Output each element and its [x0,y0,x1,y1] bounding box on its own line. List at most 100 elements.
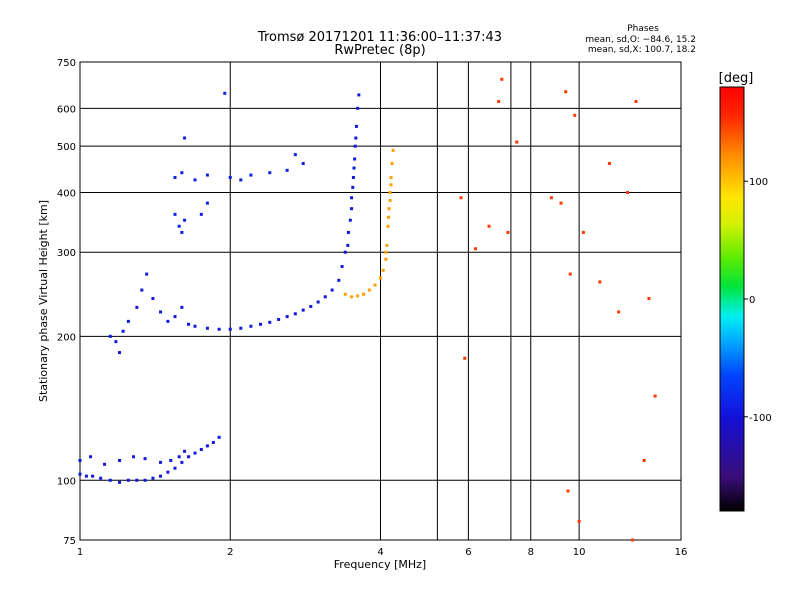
data-point [351,175,355,179]
data-point [500,77,504,81]
y-tick-label: 300 [57,248,76,259]
data-point [121,329,125,333]
data-point [309,304,313,308]
x-tick-label: 10 [573,547,586,558]
data-point [386,215,390,219]
data-point [108,334,112,338]
data-point [625,190,629,194]
data-point [126,478,130,482]
y-tick-label: 75 [63,536,76,547]
data-point [351,185,355,189]
y-tick-label: 100 [57,476,76,487]
data-point [173,212,177,216]
data-point [151,476,155,480]
data-point [573,113,577,117]
data-point [343,292,347,296]
data-point [350,295,354,299]
data-point [143,457,147,461]
data-point [301,308,305,312]
y-axis-label: Stationary phase Virtual Height [km] [37,200,50,402]
data-point [217,327,221,331]
data-point [559,201,563,205]
data-point [357,93,361,97]
data-point [205,173,209,177]
data-point [177,224,181,228]
x-tick-label: 4 [377,547,383,558]
data-point [78,458,82,462]
data-point [118,458,122,462]
data-point [140,288,144,292]
data-point [566,489,570,493]
data-point [249,173,253,177]
y-axis-ticks: 75 100 200 300 400 500 600 750 [57,58,76,547]
data-point [143,478,147,482]
data-point [91,474,95,478]
colorbar [719,86,745,512]
data-point [239,178,243,182]
data-point [385,243,389,247]
data-point [205,444,209,448]
chart-title: Tromsø 20171201 11:36:00–11:37:43 [257,30,502,45]
data-point [389,175,393,179]
data-point [193,451,197,455]
data-point [159,474,163,478]
data-point [193,324,197,328]
data-point [193,178,197,182]
y-tick-label: 750 [57,58,76,69]
data-point [373,283,377,287]
colorbar-tick-label: 100 [749,177,768,188]
data-point [337,278,341,282]
data-point [352,166,356,170]
data-point [180,230,184,234]
data-point [343,250,347,254]
x-tick-label: 6 [465,547,471,558]
data-point [581,230,585,234]
data-point [183,218,187,222]
data-point [353,157,357,161]
data-point [293,153,297,157]
data-point [180,305,184,309]
data-point [350,207,354,211]
x-tick-label: 16 [675,547,688,558]
data-point [346,230,350,234]
data-point [301,161,305,165]
data-point [285,168,289,172]
data-point [259,322,263,326]
data-point [634,100,638,104]
data-point [647,297,651,301]
y-tick-label: 500 [57,142,76,153]
data-point [132,455,136,459]
data-point [293,312,297,316]
data-point [173,466,177,470]
data-point [381,268,385,272]
data-point [348,218,352,222]
data-point [316,300,320,304]
data-point [340,265,344,269]
data-point [199,212,203,216]
data-point [642,458,646,462]
data-point [367,288,371,292]
colorbar-ticks: 100 0 -100 [744,177,772,424]
data-point [277,317,281,321]
data-point [103,462,107,466]
x-axis-label: Frequency [MHz] [334,558,426,571]
data-point [84,474,88,478]
data-point [384,257,388,261]
data-point [211,440,215,444]
data-point [356,106,360,110]
data-point [391,148,395,152]
data-point [564,90,568,94]
data-point [459,196,463,200]
phases-mean-x: mean, sd,X: 100.7, 18.2 [588,45,696,55]
x-tick-label: 2 [227,547,233,558]
data-points [78,77,657,542]
data-point [354,136,358,140]
data-point [135,478,139,482]
data-point [617,310,621,314]
x-tick-label: 8 [528,547,534,558]
y-tick-label: 600 [57,104,76,115]
y-tick-label: 200 [57,332,76,343]
data-point [187,455,191,459]
data-point [653,394,657,398]
